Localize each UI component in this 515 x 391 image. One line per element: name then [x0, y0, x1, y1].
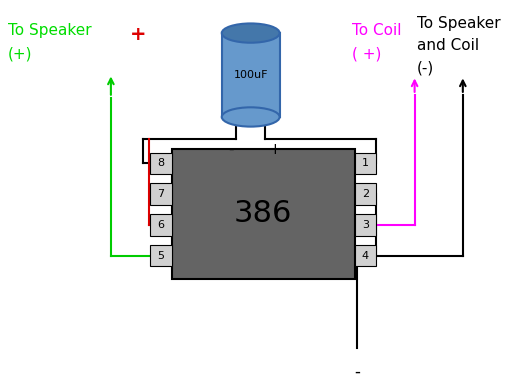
- FancyBboxPatch shape: [171, 149, 355, 279]
- FancyBboxPatch shape: [150, 245, 171, 266]
- FancyBboxPatch shape: [150, 183, 171, 205]
- Bar: [222, 33, 280, 117]
- Ellipse shape: [222, 23, 280, 43]
- Text: 2: 2: [362, 189, 369, 199]
- Text: 5: 5: [158, 251, 164, 261]
- Text: +: +: [268, 142, 281, 157]
- Ellipse shape: [222, 107, 280, 127]
- Text: (-): (-): [417, 60, 434, 75]
- Text: (+): (+): [8, 47, 32, 61]
- Text: To Speaker: To Speaker: [8, 23, 91, 38]
- Text: -: -: [228, 142, 233, 157]
- FancyBboxPatch shape: [355, 245, 376, 266]
- FancyBboxPatch shape: [150, 214, 171, 235]
- FancyBboxPatch shape: [150, 152, 171, 174]
- Text: 7: 7: [158, 189, 165, 199]
- Text: 8: 8: [158, 158, 165, 168]
- FancyBboxPatch shape: [355, 183, 376, 205]
- Text: 3: 3: [362, 220, 369, 230]
- Text: 1: 1: [362, 158, 369, 168]
- Text: 4: 4: [362, 251, 369, 261]
- Text: ( +): ( +): [352, 47, 381, 61]
- Text: To Coil: To Coil: [352, 23, 401, 38]
- Text: To Speaker: To Speaker: [417, 16, 500, 31]
- Text: +: +: [130, 25, 147, 44]
- FancyBboxPatch shape: [355, 214, 376, 235]
- FancyBboxPatch shape: [355, 152, 376, 174]
- Text: -: -: [354, 363, 359, 381]
- Text: 386: 386: [234, 199, 293, 228]
- Text: 6: 6: [158, 220, 164, 230]
- Text: 100uF: 100uF: [233, 70, 268, 80]
- Text: and Coil: and Coil: [417, 38, 478, 53]
